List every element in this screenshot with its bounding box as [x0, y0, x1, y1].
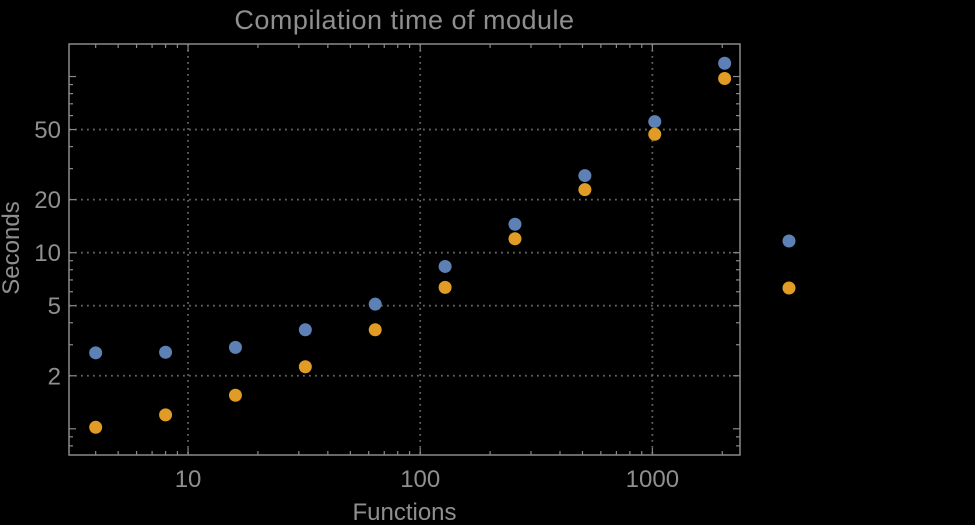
data-point-series-blue [648, 115, 662, 129]
x-axis-label: Functions [352, 499, 457, 525]
plot-frame [68, 43, 741, 456]
data-point-series-blue [438, 259, 452, 273]
data-point-series-orange [89, 420, 103, 434]
data-point-series-blue [159, 345, 173, 359]
data-point-series-orange [648, 127, 662, 141]
data-point-series-blue [89, 346, 103, 360]
data-point-series-orange [578, 183, 592, 197]
data-point-series-orange [368, 323, 382, 337]
x-tick-label: 100 [400, 466, 440, 493]
data-point-series-orange [508, 232, 522, 246]
y-tick-label: 2 [48, 363, 61, 390]
data-point-series-orange [159, 408, 173, 422]
data-point-series-orange [718, 71, 732, 85]
data-point-series-orange [298, 360, 312, 374]
chart-title: Compilation time of module [234, 5, 575, 35]
y-tick-label: 20 [34, 187, 61, 214]
data-point-series-blue [228, 340, 242, 354]
y-axis-label: Seconds [0, 201, 25, 295]
legend-marker-series-orange [782, 281, 796, 295]
data-point-series-orange [438, 280, 452, 294]
data-point-series-blue [578, 169, 592, 183]
data-point-series-orange [228, 388, 242, 402]
x-tick-label: 10 [175, 466, 202, 493]
y-tick-label: 10 [34, 240, 61, 267]
data-point-series-blue [508, 217, 522, 231]
x-tick-label: 1000 [626, 466, 679, 493]
data-point-series-blue [718, 56, 732, 70]
legend-marker-series-blue [782, 234, 796, 248]
y-tick-label: 50 [34, 117, 61, 144]
data-point-series-blue [298, 323, 312, 337]
data-point-series-blue [368, 297, 382, 311]
y-tick-label: 5 [48, 293, 61, 320]
